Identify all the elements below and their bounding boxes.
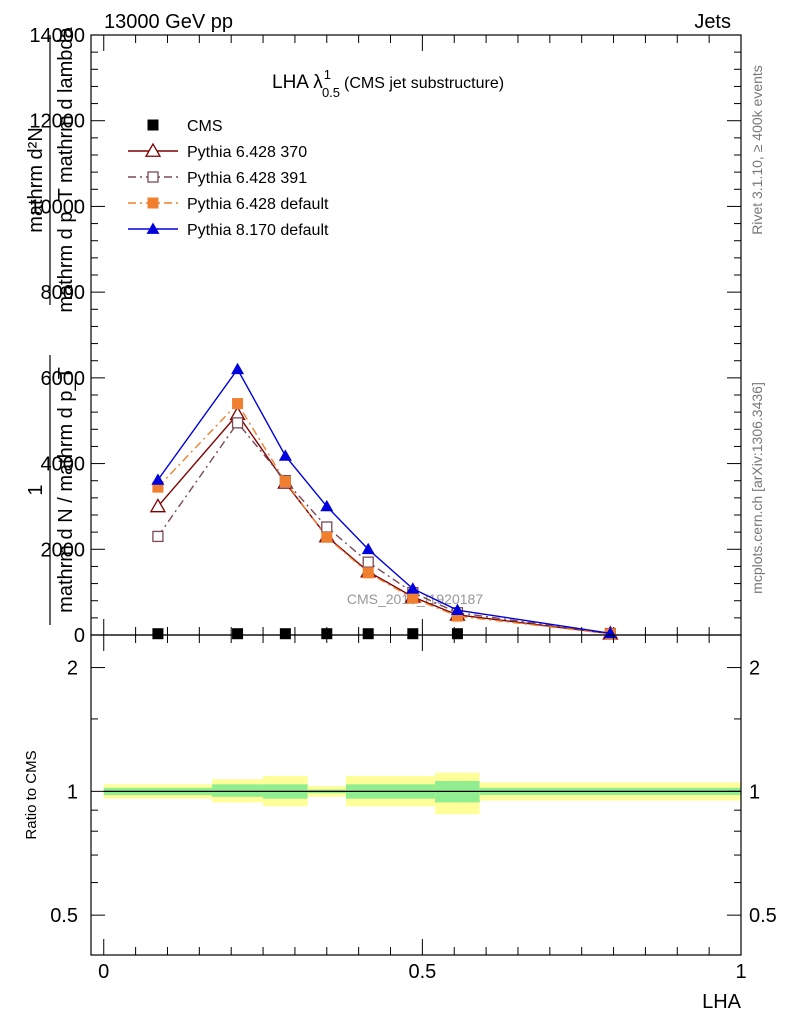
ratio-band-inner bbox=[212, 784, 264, 797]
ratio-bands bbox=[103, 772, 741, 815]
header-right: Jets bbox=[694, 11, 731, 33]
rivet-label: Rivet 3.1.10, ≥ 400k events bbox=[749, 65, 765, 235]
data-point bbox=[321, 531, 333, 543]
series-line bbox=[157, 402, 611, 635]
x-axis-label: LHA bbox=[702, 991, 742, 1013]
ylabel-one: 1 bbox=[25, 484, 47, 495]
legend-label: Pythia 6.428 default bbox=[187, 196, 329, 213]
mcplots-label: mcplots.cern.ch [arXiv:1306.3436] bbox=[749, 382, 765, 594]
main-title: LHA λ1 0.5 (CMS jet substructure) bbox=[272, 67, 504, 100]
data-point bbox=[406, 582, 420, 594]
ratio-y-tick-label-right: 1 bbox=[749, 781, 760, 803]
legend: CMS Pythia 6.428 370 Pythia 6.428 391 Pythi… bbox=[128, 118, 329, 239]
legend-label: Pythia 6.428 370 bbox=[187, 144, 307, 161]
data-point bbox=[151, 473, 165, 485]
main-x-minor-ticks bbox=[103, 35, 742, 635]
ratio-y-tick-label: 2 bbox=[67, 658, 78, 680]
main-y-tick-label: 12000 bbox=[29, 111, 85, 133]
data-point bbox=[451, 628, 463, 640]
data-point bbox=[320, 499, 334, 512]
data-point bbox=[450, 603, 464, 616]
ratio-y-tick-label: 1 bbox=[67, 781, 78, 803]
ratio-y-label: Ratio to CMS bbox=[23, 750, 40, 839]
ratio-y-tick-label-right: 0.5 bbox=[749, 905, 777, 927]
legend-marker bbox=[144, 142, 162, 157]
ratio-panel: 0.5 0.51 12 2 0 0.5 1 Ratio to CMS LHA bbox=[23, 634, 777, 1013]
legend-label: Pythia 6.428 391 bbox=[187, 170, 307, 187]
data-point bbox=[362, 628, 374, 640]
legend-marker bbox=[147, 119, 159, 131]
data-point bbox=[232, 398, 244, 410]
title-sup: 1 bbox=[324, 67, 331, 82]
data-point bbox=[407, 592, 419, 604]
series-line bbox=[157, 421, 611, 635]
data-point bbox=[152, 481, 164, 493]
data-point bbox=[152, 530, 164, 543]
ratio-frame bbox=[90, 634, 742, 956]
main-y-tick-label: 0 bbox=[74, 625, 85, 647]
data-point bbox=[278, 449, 292, 461]
main-y-tick-label: 2000 bbox=[41, 539, 86, 561]
data-point bbox=[279, 476, 291, 488]
main-y-tick-label: 6000 bbox=[41, 368, 86, 390]
data-point bbox=[362, 556, 374, 568]
title-main: LHA λ bbox=[272, 72, 323, 93]
series-line bbox=[157, 413, 611, 635]
data-point bbox=[362, 567, 374, 579]
main-series bbox=[149, 362, 619, 640]
x-tick-label: 0 bbox=[98, 961, 109, 983]
title-rest: (CMS jet substructure) bbox=[344, 75, 504, 92]
legend-label: CMS bbox=[187, 118, 223, 135]
x-tick-label: 0.5 bbox=[408, 961, 436, 983]
data-point bbox=[407, 628, 419, 640]
series-line bbox=[157, 367, 611, 634]
legend-marker bbox=[146, 222, 160, 234]
data-point bbox=[321, 628, 333, 640]
data-point bbox=[451, 610, 463, 622]
title-sub: 0.5 bbox=[322, 85, 340, 100]
legend-label: Pythia 8.170 default bbox=[187, 222, 329, 239]
ylabel-top-num: mathrm d²N bbox=[25, 127, 47, 233]
ratio-y-axis: 0.5 0.5 1 1 2 2 bbox=[50, 658, 777, 928]
legend-marker bbox=[147, 197, 159, 209]
data-point bbox=[231, 417, 244, 429]
data-point bbox=[279, 628, 291, 640]
main-y-tick-label: 10000 bbox=[29, 196, 85, 218]
ratio-y-tick-label-right: 2 bbox=[749, 658, 760, 680]
header-left: 13000 GeV pp bbox=[104, 11, 233, 33]
main-y-tick-label: 14000 bbox=[29, 25, 85, 47]
data-point bbox=[232, 628, 244, 640]
ylabel-bottom-den: mathrm d N / mathrm d p_T bbox=[55, 367, 77, 613]
legend-marker bbox=[147, 171, 159, 183]
main-y-tick-label: 4000 bbox=[41, 454, 86, 476]
x-tick-label: 1 bbox=[735, 961, 746, 983]
ratio-x-axis: 0 0.5 1 bbox=[98, 635, 747, 983]
main-y-label: mathrm d²N mathrm d p_T mathrm d lambda … bbox=[25, 26, 77, 625]
ylabel-top-den: mathrm d p_T mathrm d lambda bbox=[55, 26, 77, 312]
main-y-axis: 0 2000 4000 6000 8000 10000 12000 14000 bbox=[29, 25, 741, 647]
ratio-y-tick-label: 0.5 bbox=[50, 905, 78, 927]
data-point bbox=[149, 498, 167, 513]
data-point bbox=[152, 628, 164, 640]
data-point bbox=[361, 542, 375, 555]
main-y-tick-label: 8000 bbox=[41, 282, 86, 304]
data-point bbox=[231, 362, 245, 375]
data-point bbox=[321, 521, 333, 533]
